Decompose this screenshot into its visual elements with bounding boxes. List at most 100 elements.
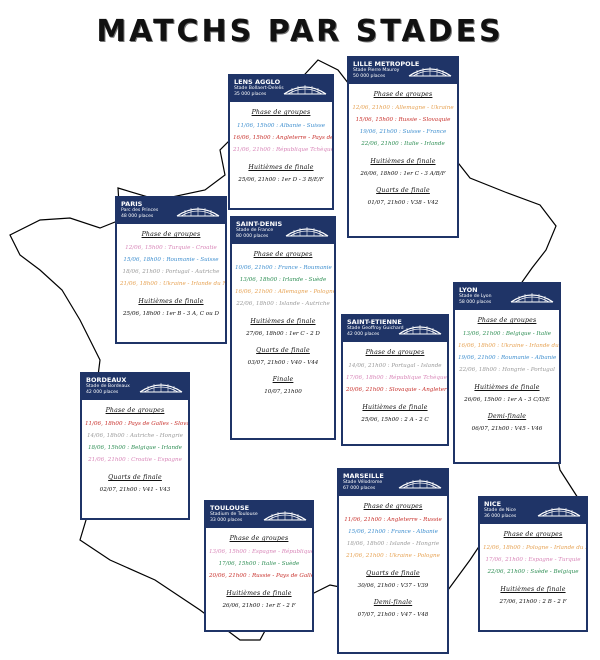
stadium-card: LILLE METROPOLE Stade Pierre Mauroy 50 0…	[347, 56, 459, 238]
stadium-name: Parc des Princes	[121, 208, 159, 213]
group-stage-label: Phase de groupes	[105, 407, 165, 414]
stadium-card: NICE Stade de Nice 36 000 places Phase d…	[478, 496, 588, 632]
knockout-match: 26/06, 15h00 : 1er A - 3 C/D/E	[464, 397, 550, 403]
stadium-header: PARIS Parc des Princes 48 000 places	[117, 198, 225, 224]
stadium-name: Stade Vélodrome	[343, 480, 383, 485]
group-stage-label: Phase de groupes	[363, 503, 423, 510]
match-line: 12/06, 18h00 : Pologne - Irlande du Nord	[483, 545, 586, 551]
knockout-match: 25/06, 18h00 : 1er B - 3 A, C ou D	[122, 311, 220, 317]
stadium-capacity: 48 000 places	[121, 214, 154, 219]
stadium-icon	[510, 293, 554, 303]
knockout-match: 27/06, 21h00 : 2 B - 2 F	[499, 599, 567, 605]
knockout-match: 30/06, 21h00 : V37 - V39	[357, 583, 429, 589]
stadium-icon	[263, 511, 307, 521]
city-name: MARSEILLE	[343, 472, 384, 480]
knockout-match: 25/06, 21h00 : 1er D - 3 B/E/F	[238, 177, 324, 183]
city-name: LENS AGGLO	[234, 78, 281, 86]
stadium-card: LYON Stade de Lyon 58 000 places Phase d…	[453, 282, 561, 464]
match-line: 21/06, 21h00 : Ukraine - Pologne	[346, 553, 440, 559]
city-name: BORDEAUX	[86, 376, 127, 384]
match-line: 20/06, 21h00 : Russie - Pays de Galles	[209, 573, 314, 579]
match-line: 19/06, 21h00 : Suisse - France	[359, 129, 447, 135]
knockout-match: 02/07, 21h00 : V41 - V43	[99, 487, 171, 493]
stadium-name: Stade Geoffroy Guichard	[347, 326, 404, 331]
knockout-label: Huitièmes de finale	[226, 590, 292, 597]
match-line: 16/06, 18h00 : Ukraine - Irlande du Nord	[458, 343, 559, 349]
knockout-label: Quarts de finale	[376, 187, 430, 194]
stadium-name: Stade Pierre Mauroy	[353, 68, 400, 73]
stadium-capacity: 42 000 places	[86, 390, 119, 395]
knockout-label: Huitièmes de finale	[138, 298, 204, 305]
group-stage-label: Phase de groupes	[373, 91, 433, 98]
knockout-match: 27/06, 18h00 : 1er C - 2 D	[246, 331, 320, 337]
knockout-label: Demi-finale	[373, 599, 413, 606]
knockout-match: 26/06, 21h00 : 1er E - 2 F	[222, 603, 296, 609]
stadium-header: BORDEAUX Stade de Bordeaux 42 000 places	[82, 374, 188, 400]
match-line: 17/06, 15h00 : Italie - Suède	[218, 561, 300, 567]
match-line: 12/06, 21h00 : Allemagne - Ukraine	[352, 105, 454, 111]
stadium-name: Stade de France	[236, 228, 274, 233]
match-line: 15/06, 15h00 : Russie - Slovaquie	[355, 117, 451, 123]
match-line: 14/06, 21h00 : Portugal - Islande	[348, 363, 442, 369]
stadium-body: Phase de groupes 14/06, 21h00 : Portugal …	[343, 342, 447, 433]
stadium-body: Phase de groupes 12/06, 21h00 : Allemagne…	[349, 84, 457, 216]
stadium-icon	[398, 325, 442, 335]
city-name: TOULOUSE	[210, 504, 250, 512]
match-line: 15/06, 21h00 : France - Albanie	[348, 529, 438, 535]
stadium-capacity: 80 000 places	[236, 234, 269, 239]
stadium-card: PARIS Parc des Princes 48 000 places Pha…	[115, 196, 227, 344]
stadium-body: Phase de groupes 11/06, 21h00 : Angleterr…	[339, 496, 447, 628]
match-line: 21/06, 21h00 : République Tchèque - Turq…	[233, 147, 334, 153]
stadium-header: LYON Stade de Lyon 58 000 places	[455, 284, 559, 310]
match-line: 13/06, 15h00 : Espagne - République Tchè…	[209, 549, 314, 555]
group-stage-label: Phase de groupes	[365, 349, 425, 356]
stadium-capacity: 50 000 places	[353, 74, 386, 79]
city-name: PARIS	[121, 200, 143, 208]
stadium-capacity: 67 000 places	[343, 486, 376, 491]
stadium-capacity: 58 000 places	[459, 300, 492, 305]
city-name: NICE	[484, 500, 502, 508]
stadium-header: MARSEILLE Stade Vélodrome 67 000 places	[339, 470, 447, 496]
group-stage-label: Phase de groupes	[253, 251, 313, 258]
stadium-header: NICE Stade de Nice 36 000 places	[480, 498, 586, 524]
match-line: 18/06, 21h00 : Portugal - Autriche	[122, 269, 220, 275]
stadium-card: MARSEILLE Stade Vélodrome 67 000 places …	[337, 468, 449, 654]
group-stage-label: Phase de groupes	[229, 535, 289, 542]
knockout-label: Huitièmes de finale	[370, 158, 436, 165]
match-line: 17/06, 18h00 : République Tchèque - Croa…	[346, 375, 447, 381]
stadium-capacity: 33 000 places	[210, 518, 243, 523]
stadium-body: Phase de groupes 13/06, 21h00 : Belgique …	[455, 310, 559, 442]
match-line: 11/06, 18h00 : Pays de Galles - Slovaqui…	[85, 421, 190, 427]
stadium-card: SAINT-DENIS Stade de France 80 000 place…	[230, 216, 336, 440]
match-line: 21/06, 21h00 : Croatie - Espagne	[88, 457, 182, 463]
match-line: 16/06, 15h00 : Angleterre - Pays de Gall…	[233, 135, 334, 141]
match-line: 21/06, 18h00 : Ukraine - Irlande du Nord	[120, 281, 227, 287]
match-line: 22/06, 21h00 : Italie - Irlande	[361, 141, 445, 147]
stadium-body: Phase de groupes 12/06, 15h00 : Turquie -…	[117, 224, 225, 327]
city-name: LILLE METROPOLE	[353, 60, 420, 68]
match-line: 14/06, 18h00 : Autriche - Hongrie	[86, 433, 183, 439]
match-line: 15/06, 18h00 : Roumanie - Suisse	[123, 257, 219, 263]
knockout-match: 10/07, 21h00	[264, 389, 302, 395]
knockout-match: 26/06, 18h00 : 1er C - 3 A/B/F	[360, 171, 446, 177]
knockout-label: Demi-finale	[487, 413, 527, 420]
stadium-name: Stade de Nice	[484, 508, 517, 513]
stadium-header: LENS AGGLO Stade Bollaert-Delelis 35 000…	[230, 76, 332, 102]
match-line: 16/06, 21h00 : Allemagne - Pologne	[235, 289, 336, 295]
stadium-body: Phase de groupes 12/06, 18h00 : Pologne -…	[480, 524, 586, 615]
knockout-match: 06/07, 21h00 : V45 - V46	[471, 426, 543, 432]
stadium-name: Stade Bollaert-Delelis	[234, 86, 284, 91]
stadium-capacity: 42 000 places	[347, 332, 380, 337]
city-name: LYON	[459, 286, 478, 294]
match-line: 18/06, 15h00 : Belgique - Irlande	[88, 445, 182, 451]
match-line: 11/06, 21h00 : Angleterre - Russie	[344, 517, 442, 523]
stadium-card: BORDEAUX Stade de Bordeaux 42 000 places…	[80, 372, 190, 520]
match-line: 10/06, 21h00 : France - Roumanie	[235, 265, 332, 271]
group-stage-label: Phase de groupes	[141, 231, 201, 238]
stadium-header: LILLE METROPOLE Stade Pierre Mauroy 50 0…	[349, 58, 457, 84]
stadium-card: LENS AGGLO Stade Bollaert-Delelis 35 000…	[228, 74, 334, 210]
stadium-icon	[285, 227, 329, 237]
stadium-body: Phase de groupes 11/06, 15h00 : Albanie -…	[230, 102, 332, 193]
match-line: 22/06, 18h00 : Hongrie - Portugal	[459, 367, 555, 373]
group-stage-label: Phase de groupes	[251, 109, 311, 116]
